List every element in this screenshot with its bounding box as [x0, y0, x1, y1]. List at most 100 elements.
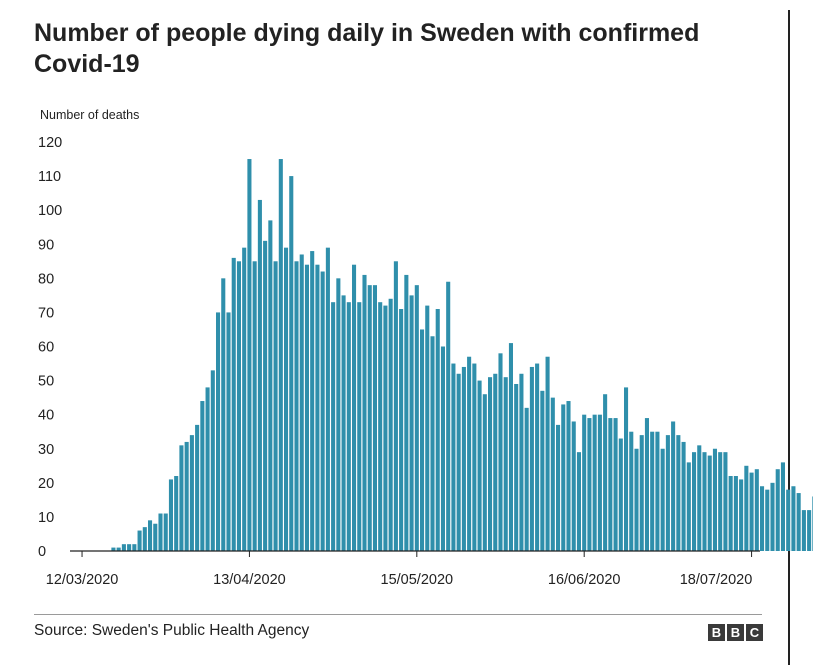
- bar: [686, 462, 691, 551]
- bar: [665, 435, 670, 551]
- bar: [111, 547, 116, 551]
- bar: [540, 390, 545, 551]
- bbc-logo-letter-2: B: [727, 624, 744, 641]
- bar: [362, 274, 367, 551]
- bar: [231, 257, 236, 551]
- bar: [634, 448, 639, 551]
- bar: [336, 278, 341, 551]
- bar: [576, 452, 581, 551]
- bar: [477, 380, 482, 551]
- bar: [707, 455, 712, 551]
- bar: [393, 261, 398, 551]
- bar: [216, 312, 221, 551]
- x-tick-label: 12/03/2020: [46, 572, 119, 588]
- y-tick-label: 120: [38, 135, 62, 151]
- bar: [723, 452, 728, 551]
- bar: [430, 336, 435, 551]
- bar: [409, 295, 414, 552]
- bar: [482, 394, 487, 551]
- bar: [603, 394, 608, 551]
- bar: [765, 489, 770, 551]
- bar: [357, 302, 362, 551]
- right-border-rule: [788, 10, 790, 665]
- bar: [566, 401, 571, 551]
- bar: [676, 435, 681, 551]
- bar: [294, 261, 299, 551]
- bar: [692, 452, 697, 551]
- bar: [728, 476, 733, 551]
- x-tick-label: 15/05/2020: [381, 572, 454, 588]
- bar: [739, 479, 744, 551]
- bar: [733, 476, 738, 551]
- bar: [242, 247, 247, 551]
- y-tick-label: 40: [38, 408, 54, 424]
- bar: [226, 312, 231, 551]
- bar: [299, 254, 304, 552]
- bar: [807, 510, 812, 551]
- bar: [304, 264, 309, 551]
- bar: [341, 295, 346, 552]
- bar: [514, 383, 519, 551]
- bar: [650, 431, 655, 551]
- bar: [320, 271, 325, 551]
- bar: [472, 363, 477, 551]
- bar: [587, 418, 592, 551]
- bar: [378, 302, 383, 551]
- bar: [592, 414, 597, 551]
- bar: [383, 305, 388, 551]
- bar: [608, 418, 613, 551]
- bar: [221, 278, 226, 551]
- y-axis-ticks: 0 10 20 30 40 50 60 70 80 90 100 110 120: [38, 135, 62, 560]
- bar: [284, 247, 289, 551]
- x-tick-label: 16/06/2020: [548, 572, 621, 588]
- bar: [446, 281, 451, 551]
- bar: [195, 424, 200, 551]
- bar: [697, 445, 702, 551]
- bar: [545, 356, 550, 551]
- bar: [315, 264, 320, 551]
- y-tick-label: 70: [38, 305, 54, 321]
- bar: [273, 261, 278, 551]
- bar: [493, 373, 498, 551]
- bar: [644, 418, 649, 551]
- y-tick-label: 110: [38, 169, 61, 185]
- bar: [571, 421, 576, 551]
- bar: [618, 438, 623, 551]
- source-note: Source: Sweden's Public Health Agency: [34, 622, 310, 639]
- bar: [388, 298, 393, 551]
- bar: [760, 486, 765, 551]
- bar: [561, 404, 566, 551]
- x-axis-ticks: 12/03/2020 13/04/2020 15/05/2020 16/06/2020…: [46, 551, 753, 588]
- bar: [451, 363, 456, 551]
- bar: [754, 469, 759, 551]
- bar: [582, 414, 587, 551]
- bar: [801, 510, 806, 551]
- bar: [529, 366, 534, 551]
- bar: [189, 435, 194, 551]
- bar: [639, 435, 644, 551]
- bar: [310, 251, 315, 551]
- bar: [556, 424, 561, 551]
- bar: [744, 465, 749, 551]
- bar: [168, 479, 173, 551]
- bar: [148, 520, 153, 551]
- bar: [456, 373, 461, 551]
- bar: [289, 176, 294, 551]
- bar: [257, 199, 262, 551]
- x-tick-label: 18/07/2020: [680, 572, 753, 588]
- bar: [702, 452, 707, 551]
- bar: [352, 264, 357, 551]
- bar: [158, 513, 163, 551]
- bar: [278, 159, 283, 552]
- bar: [404, 274, 409, 551]
- bar: [137, 530, 142, 551]
- bar: [268, 220, 273, 551]
- bar: [671, 421, 676, 551]
- bar: [346, 302, 351, 551]
- bar: [461, 366, 466, 551]
- footer-divider: [34, 614, 762, 615]
- bar: [247, 159, 252, 552]
- bar: [440, 346, 445, 551]
- bars-group: [111, 159, 813, 552]
- bar: [796, 493, 801, 551]
